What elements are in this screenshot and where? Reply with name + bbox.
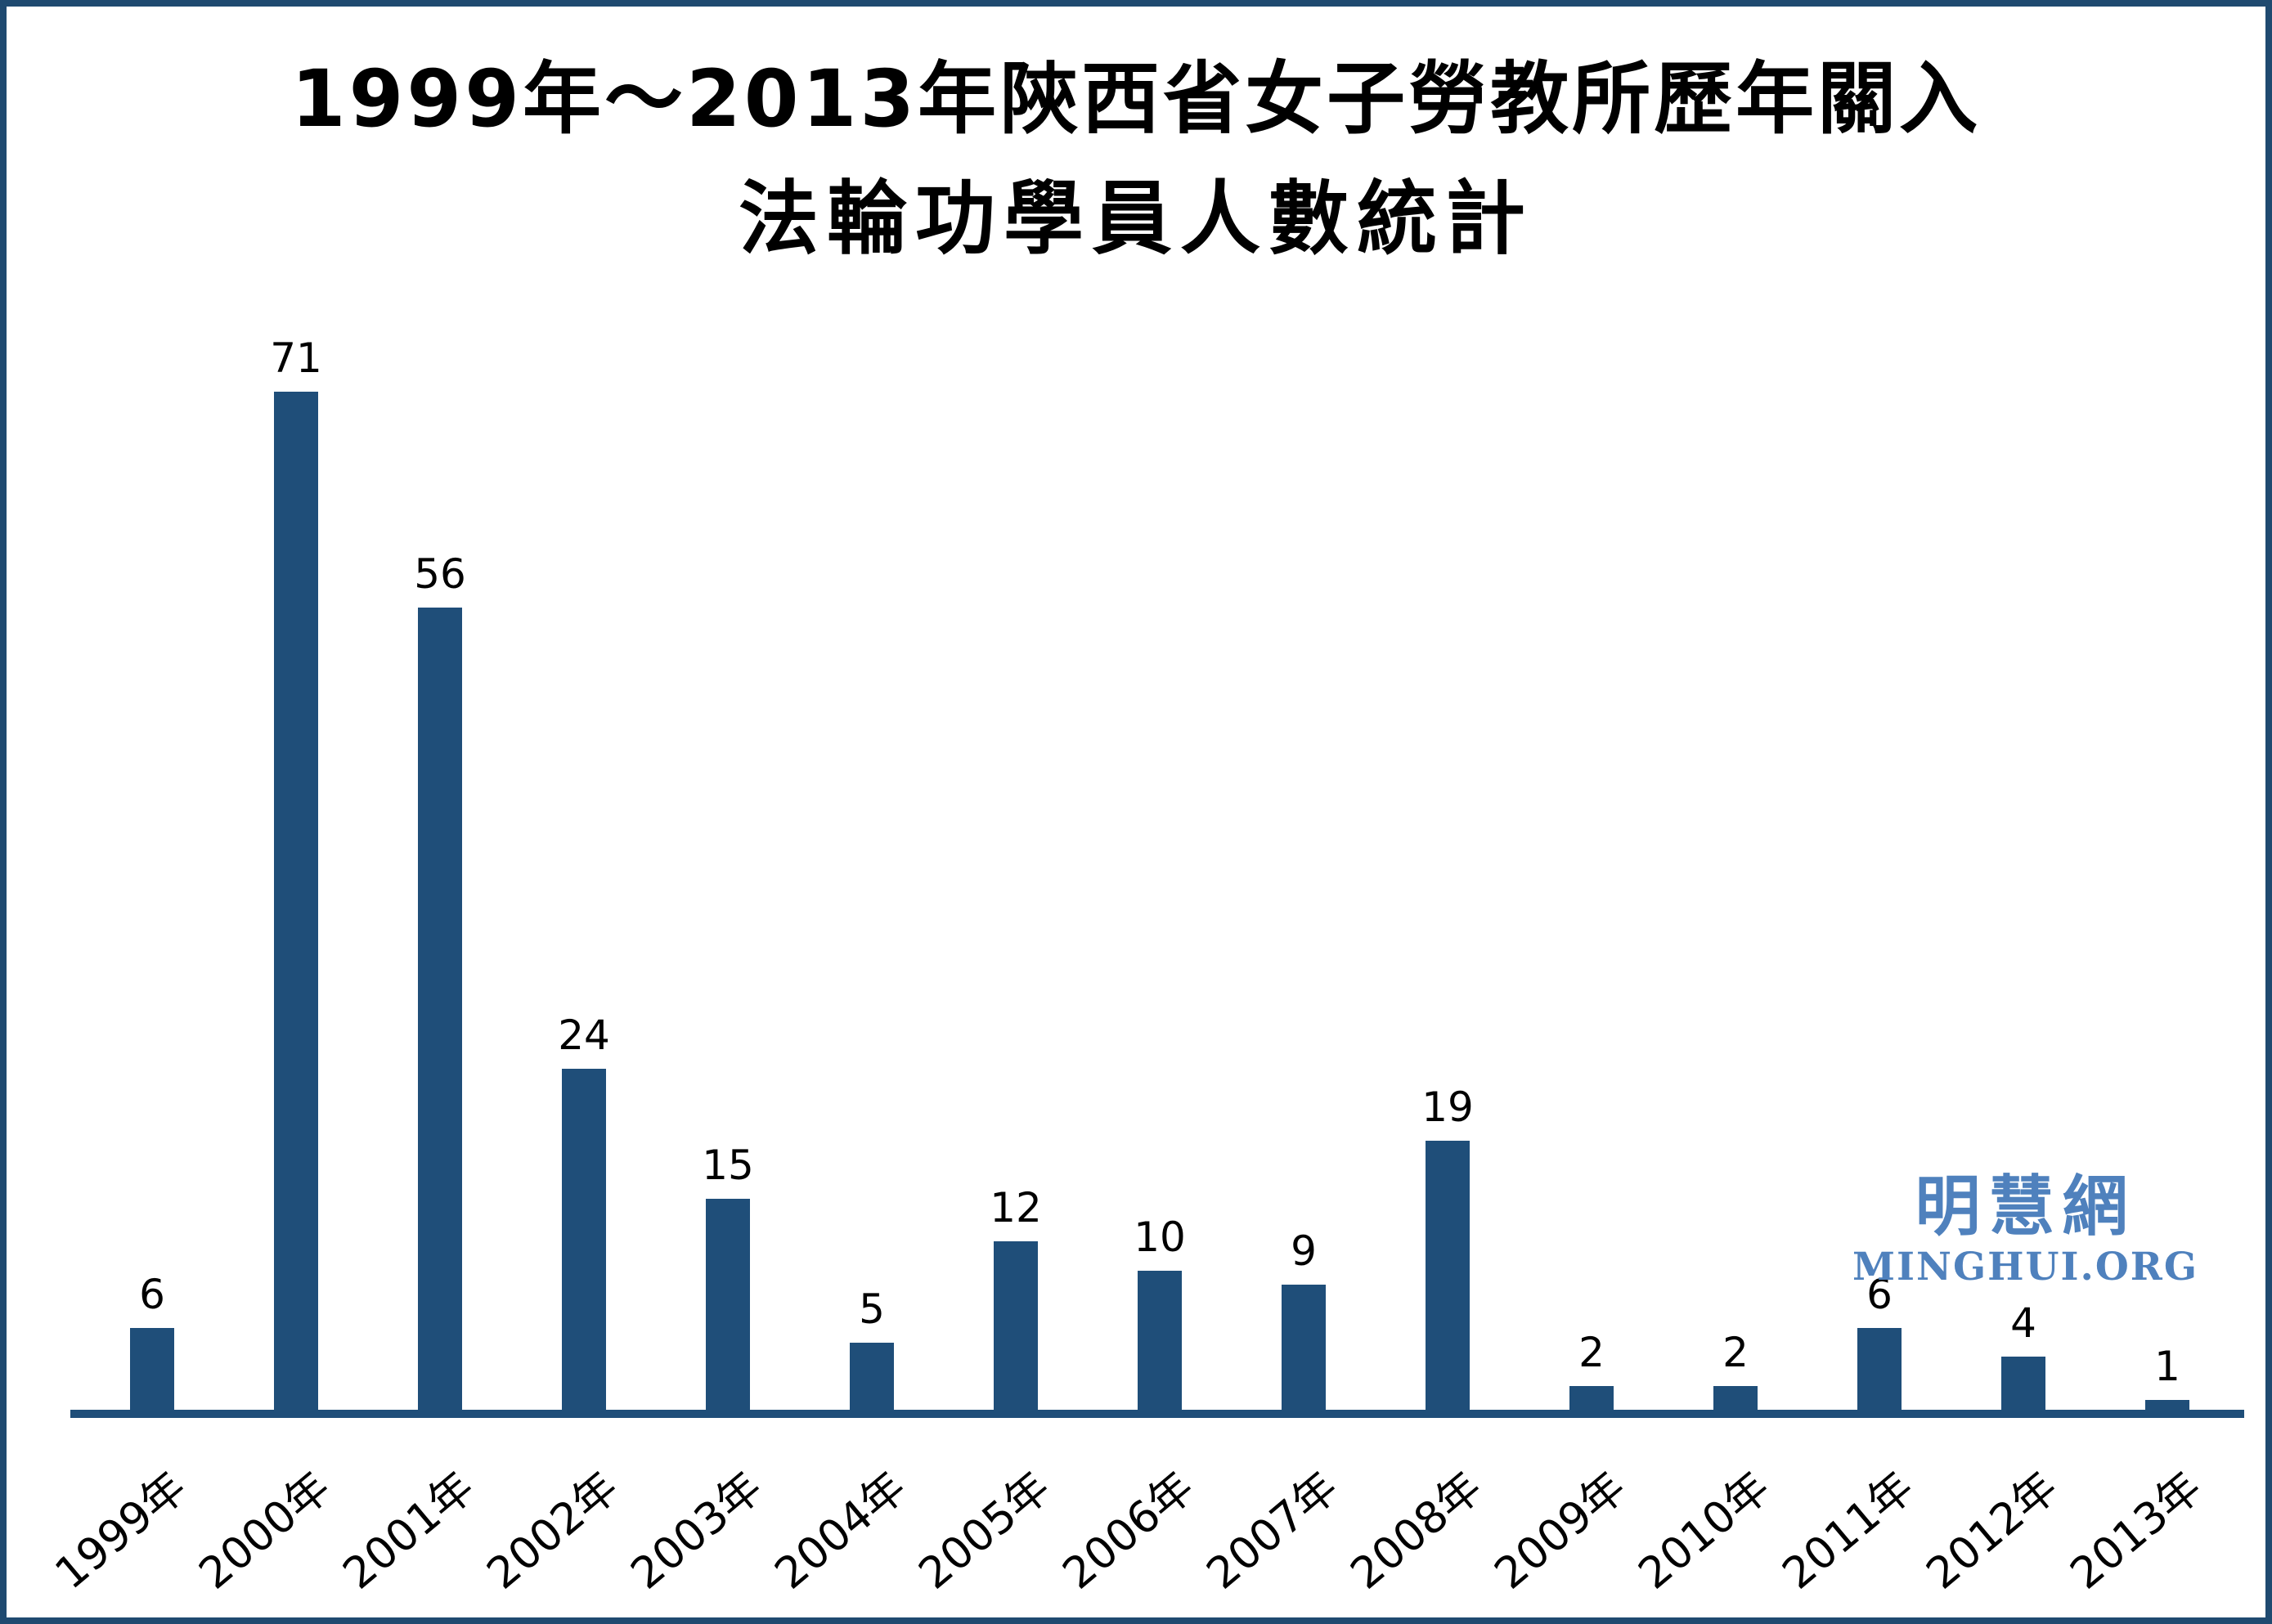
x-axis-label-2002: 2002年 [478, 1462, 628, 1599]
bar-group-2003: 15 2003年 [622, 334, 800, 1599]
bar-group-2006: 10 2006年 [1053, 334, 1232, 1599]
chart-title: 1999年～2013年陝西省女子勞教所歷年關入 法輪功學員人數統計 [7, 38, 2265, 279]
bar-value-label-2010: 2 [1722, 1329, 1749, 1376]
x-axis-label-1999: 1999年 [46, 1462, 196, 1599]
bar-value-label-2000: 71 [270, 334, 322, 382]
bar-2011 [1857, 1328, 1902, 1415]
bar-group-2000: 71 2000年 [190, 334, 368, 1599]
bar-group-2010: 2 2010年 [1629, 334, 1807, 1599]
bar-value-label-2009: 2 [1578, 1329, 1605, 1376]
bar-value-label-2006: 10 [1134, 1214, 1186, 1261]
x-axis-label-2001: 2001年 [334, 1462, 484, 1599]
bar-value-label-2012: 4 [2010, 1299, 2036, 1347]
x-axis-label-2003: 2003年 [622, 1462, 772, 1599]
x-axis-label-2000: 2000年 [190, 1462, 340, 1599]
bar-value-label-2013: 1 [2154, 1343, 2180, 1390]
bar-value-label-1999: 6 [139, 1271, 165, 1318]
bar-value-label-2003: 15 [702, 1142, 754, 1189]
bar-value-label-2007: 9 [1291, 1227, 1317, 1275]
x-axis-label-2013: 2013年 [2061, 1462, 2211, 1599]
bar-group-2011: 6 2011年 [1773, 334, 1951, 1599]
bar-value-label-2004: 5 [859, 1285, 885, 1333]
bar-group-2002: 24 2002年 [478, 334, 656, 1599]
bar-2008 [1426, 1141, 1470, 1415]
x-axis-label-2006: 2006年 [1053, 1462, 1204, 1599]
bar-value-label-2001: 56 [414, 550, 466, 598]
bar-2002 [562, 1069, 606, 1415]
bar-group-2001: 56 2001年 [334, 334, 512, 1599]
bar-value-label-2002: 24 [558, 1012, 610, 1059]
x-axis-label-2011: 2011年 [1773, 1462, 1924, 1599]
bar-group-2008: 19 2008年 [1341, 334, 1520, 1599]
bar-group-1999: 6 1999年 [46, 334, 224, 1599]
bar-group-2007: 9 2007年 [1197, 334, 1376, 1599]
chart-title-line2: 法輪功學員人數統計 [738, 173, 1533, 266]
bar-chart-plot-area: 6 1999年 71 2000年 56 2001年 24 2002年 15 2003年 5 2004年… [46, 334, 2239, 1599]
x-axis-label-2004: 2004年 [766, 1462, 916, 1599]
bar-2004 [850, 1343, 894, 1415]
bar-group-2005: 12 2005年 [909, 334, 1088, 1599]
x-axis-label-2010: 2010年 [1629, 1462, 1780, 1599]
minghui-watermark-chinese: 明慧網 [1915, 1169, 2136, 1245]
bar-value-label-2011: 6 [1866, 1271, 1893, 1318]
bar-2003 [706, 1199, 750, 1415]
bar-2001 [418, 608, 462, 1415]
bar-2012 [2001, 1357, 2045, 1415]
bar-2007 [1282, 1285, 1326, 1415]
bar-group-2004: 5 2004年 [766, 334, 944, 1599]
x-axis-label-2008: 2008年 [1341, 1462, 1492, 1599]
bar-1999 [130, 1328, 174, 1415]
bar-2005 [994, 1241, 1038, 1415]
x-axis-label-2012: 2012年 [1917, 1462, 2068, 1599]
bar-value-label-2008: 19 [1421, 1083, 1474, 1131]
minghui-watermark-latin: MINGHUI.ORG [1852, 1245, 2198, 1290]
chart-title-line1: 1999年～2013年陝西省女子勞教所歷年關入 [290, 53, 1982, 145]
x-axis-label-2009: 2009年 [1485, 1462, 1636, 1599]
x-axis-line [70, 1410, 2244, 1418]
bar-group-2012: 4 2012年 [1917, 334, 2095, 1599]
x-axis-label-2005: 2005年 [909, 1462, 1060, 1599]
minghui-watermark: 明慧網 MINGHUI.ORG [1852, 1169, 2198, 1290]
bar-2000 [274, 392, 318, 1415]
x-axis-label-2007: 2007年 [1197, 1462, 1348, 1599]
bar-value-label-2005: 12 [990, 1184, 1042, 1231]
bar-2006 [1138, 1271, 1182, 1415]
bar-group-2009: 2 2009年 [1485, 334, 1664, 1599]
